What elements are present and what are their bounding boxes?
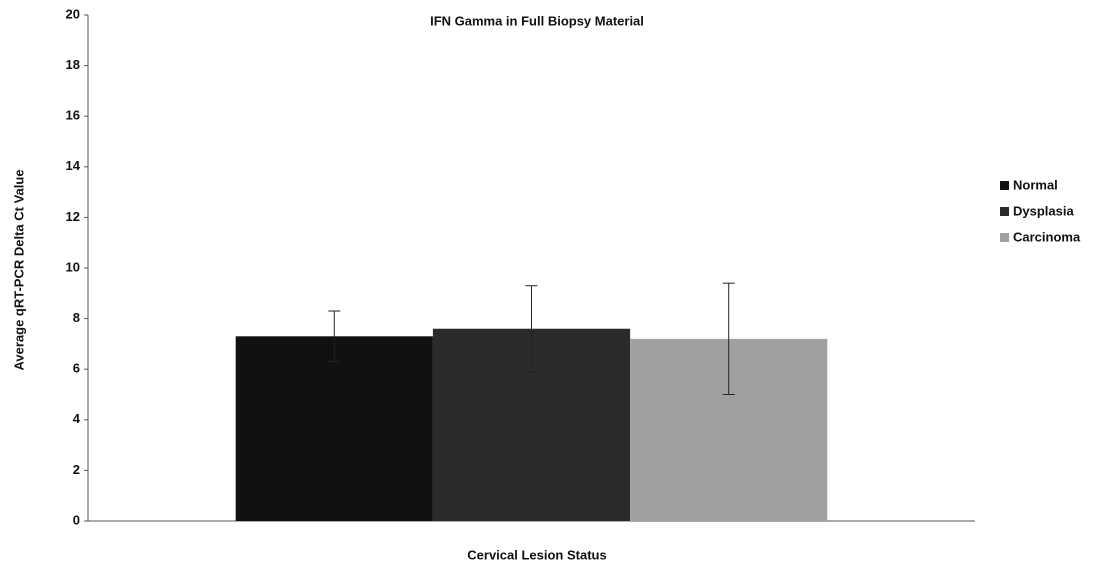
y-tick-label: 14	[66, 158, 81, 173]
y-tick-label: 2	[73, 462, 80, 477]
x-axis-label: Cervical Lesion Status	[467, 547, 606, 562]
y-axis-label: Average qRT-PCR Delta Ct Value	[11, 169, 26, 370]
legend-label: Carcinoma	[1013, 229, 1081, 244]
error-bar	[328, 310, 341, 363]
chart-title: IFN Gamma in Full Biopsy Material	[430, 13, 644, 28]
y-tick-label: 4	[73, 411, 81, 426]
y-tick-label: 10	[66, 259, 80, 274]
bar	[235, 336, 433, 521]
y-tick-label: 12	[66, 209, 80, 224]
legend-label: Normal	[1013, 177, 1058, 192]
legend-swatch	[1000, 233, 1009, 242]
y-tick-label: 20	[66, 6, 80, 21]
y-tick-label: 18	[66, 57, 80, 72]
legend-swatch	[1000, 181, 1009, 190]
y-tick-label: 6	[73, 361, 80, 376]
error-bar	[722, 282, 735, 395]
legend-swatch	[1000, 207, 1009, 216]
y-tick-label: 0	[73, 512, 80, 527]
legend-label: Dysplasia	[1013, 203, 1074, 218]
error-bar	[525, 285, 538, 373]
y-tick-label: 16	[66, 108, 80, 123]
y-tick-label: 8	[73, 310, 80, 325]
